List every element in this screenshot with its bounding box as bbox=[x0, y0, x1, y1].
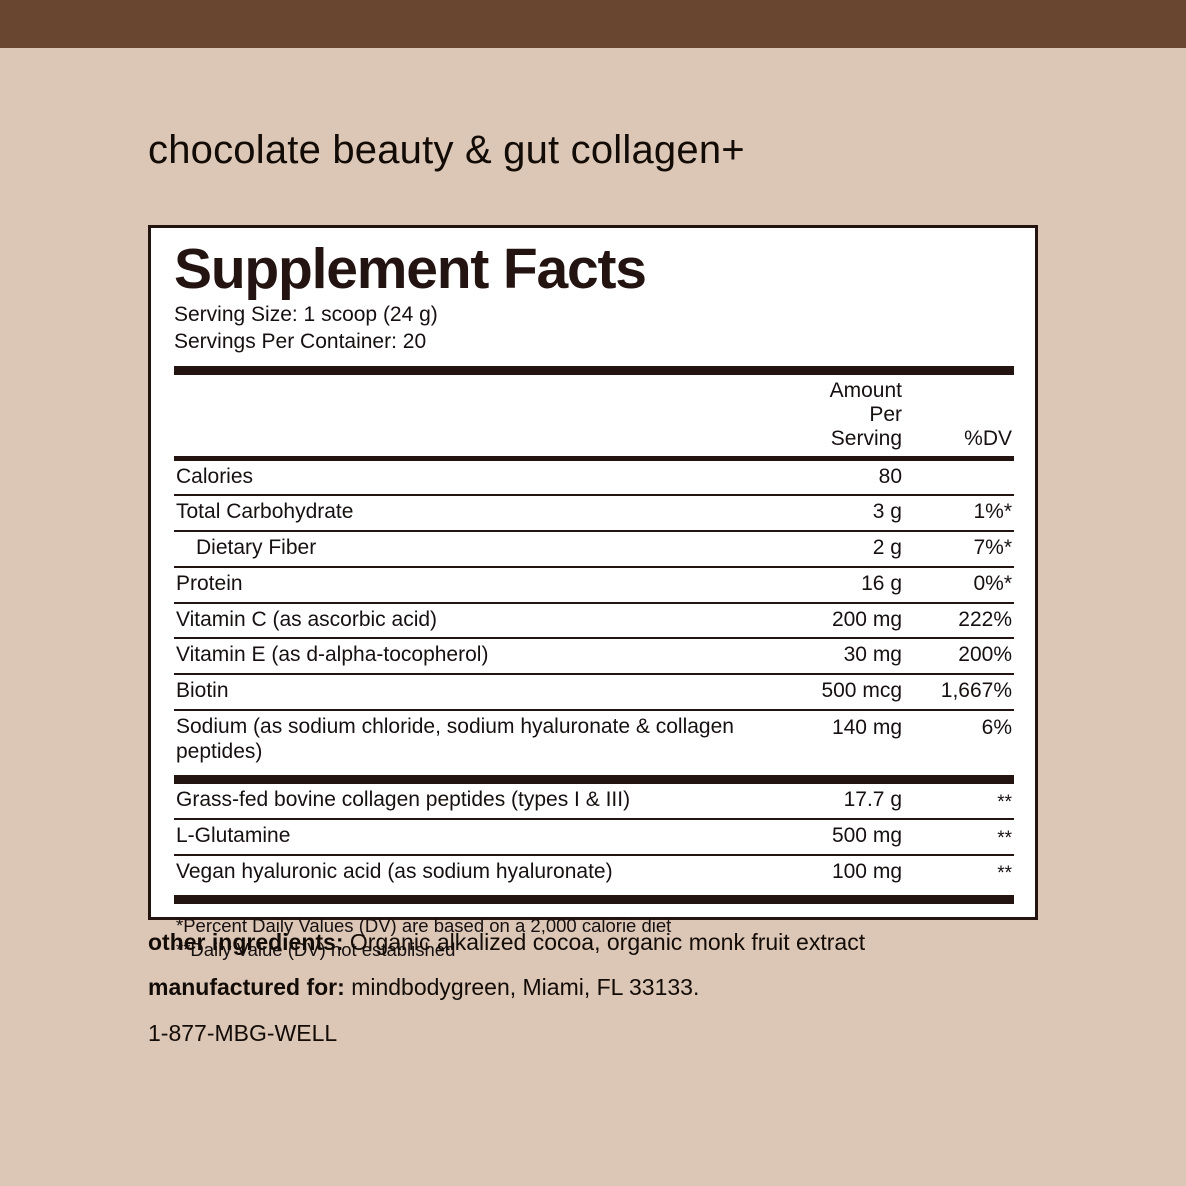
table-row: Biotin 500 mcg 1,667% bbox=[174, 674, 1014, 711]
nutrient-dv: 200% bbox=[904, 638, 1014, 676]
table-row: Vegan hyaluronic acid (as sodium hyaluro… bbox=[174, 855, 1014, 890]
column-header-amount: Amount Per Serving bbox=[829, 378, 902, 450]
manufactured-for-line: manufactured for: mindbodygreen, Miami, … bbox=[148, 973, 1068, 1002]
nutrient-dv: 1,667% bbox=[904, 674, 1014, 711]
ingredient-amount: 100 mg bbox=[831, 860, 902, 884]
supplement-facts-panel: Supplement Facts Serving Size: 1 scoop (… bbox=[148, 225, 1038, 960]
table-row: Dietary Fiber 2 g 7%* bbox=[174, 531, 1014, 568]
manufactured-for-label: manufactured for: bbox=[148, 974, 345, 1001]
nutrient-amount: 500 mcg bbox=[794, 674, 904, 711]
top-color-band bbox=[0, 0, 1186, 48]
ingredient-name: Grass-fed bovine collagen peptides (type… bbox=[174, 784, 794, 821]
nutrient-name: Vitamin C (as ascorbic acid) bbox=[174, 602, 794, 640]
ingredient-name: L-Glutamine bbox=[174, 819, 794, 857]
nutrient-name: Total Carbohydrate bbox=[174, 495, 794, 533]
footnote-percent-dv: *Percent Daily Values (DV) are based on … bbox=[176, 914, 672, 936]
nutrient-name: Vitamin E (as d-alpha-tocopherol) bbox=[174, 638, 794, 676]
ingredient-name: Vegan hyaluronic acid (as sodium hyaluro… bbox=[176, 860, 613, 884]
ingredient-dv: ** bbox=[997, 863, 1012, 885]
nutrition-table: Amount Per Serving %DV bbox=[174, 375, 1014, 456]
table-row: Total Carbohydrate 3 g 1%* bbox=[174, 495, 1014, 533]
nutrient-name: Sodium (as sodium chloride, sodium hyalu… bbox=[176, 714, 734, 763]
footnotes: *Percent Daily Values (DV) are based on … bbox=[174, 904, 1014, 963]
supplement-facts-content: Supplement Facts Serving Size: 1 scoop (… bbox=[174, 237, 1014, 963]
customer-phone: 1-877-MBG-WELL bbox=[148, 1019, 338, 1046]
nutrient-dv: 222% bbox=[904, 602, 1014, 640]
nutrient-dv bbox=[904, 460, 1014, 497]
nutrient-dv: 1%* bbox=[904, 495, 1014, 533]
nutrient-name: Dietary Fiber bbox=[174, 531, 794, 568]
nutrient-rows-table: Calories 80 Total Carbohydrate 3 g 1%* D… bbox=[174, 460, 1014, 770]
table-row: L-Glutamine 500 mg ** bbox=[174, 819, 1014, 858]
servings-per-container-text: Servings Per Container: 20 bbox=[174, 329, 427, 353]
label-footer: other ingredients: Organic alkalized coc… bbox=[148, 928, 1068, 1048]
rule-below-header bbox=[174, 455, 1014, 461]
rule-below-proprietary bbox=[174, 894, 1014, 904]
table-row: Protein 16 g 0%* bbox=[174, 566, 1014, 604]
ingredient-dv: ** bbox=[904, 785, 1014, 822]
table-row: Calories 80 bbox=[174, 460, 1014, 497]
nutrient-amount: 3 g bbox=[794, 495, 904, 533]
other-ingredients-label: other ingredients: bbox=[148, 929, 344, 955]
nutrient-name: Calories bbox=[174, 460, 794, 497]
table-header-row: Amount Per Serving %DV bbox=[174, 375, 1014, 456]
nutrient-amount: 16 g bbox=[794, 566, 904, 604]
ingredient-dv: ** bbox=[904, 820, 1014, 858]
column-header-dv: %DV bbox=[964, 426, 1012, 450]
nutrient-amount: 30 mg bbox=[794, 638, 904, 676]
nutrient-name: Biotin bbox=[174, 674, 794, 711]
ingredient-amount: 17.7 g bbox=[794, 784, 904, 821]
other-ingredients-value: Organic alkalized cocoa, organic monk fr… bbox=[349, 929, 866, 955]
column-header-name bbox=[174, 375, 794, 456]
nutrient-dv: 6% bbox=[981, 715, 1012, 739]
table-row: Sodium (as sodium chloride, sodium hyalu… bbox=[174, 710, 1014, 770]
nutrient-amount: 80 bbox=[794, 460, 904, 497]
table-row: Vitamin E (as d-alpha-tocopherol) 30 mg … bbox=[174, 638, 1014, 676]
nutrient-dv: 7%* bbox=[904, 531, 1014, 568]
nutrient-amount: 2 g bbox=[794, 531, 904, 568]
nutrient-dv: 0%* bbox=[904, 566, 1014, 604]
nutrient-name: Protein bbox=[174, 566, 794, 604]
ingredient-amount: 500 mg bbox=[794, 819, 904, 857]
proprietary-rows-table: Grass-fed bovine collagen peptides (type… bbox=[174, 784, 1014, 889]
nutrient-amount: 200 mg bbox=[794, 602, 904, 640]
manufactured-for-value: mindbodygreen, Miami, FL 33133. bbox=[351, 974, 700, 1001]
supplement-facts-heading: Supplement Facts bbox=[174, 237, 647, 301]
table-row: Vitamin C (as ascorbic acid) 200 mg 222% bbox=[174, 602, 1014, 640]
serving-size-text: Serving Size: 1 scoop (24 g) bbox=[174, 302, 438, 326]
rule-above-proprietary bbox=[174, 775, 1014, 785]
other-ingredients-line: other ingredients: Organic alkalized coc… bbox=[148, 928, 1068, 957]
table-row: Grass-fed bovine collagen peptides (type… bbox=[174, 784, 1014, 822]
nutrient-amount: 140 mg bbox=[831, 715, 902, 739]
rule-above-header bbox=[174, 365, 1014, 375]
page-title: chocolate beauty & gut collagen+ bbox=[148, 128, 745, 172]
footnote-dv-not-established: **Daily Value (DV) not established bbox=[176, 939, 456, 961]
